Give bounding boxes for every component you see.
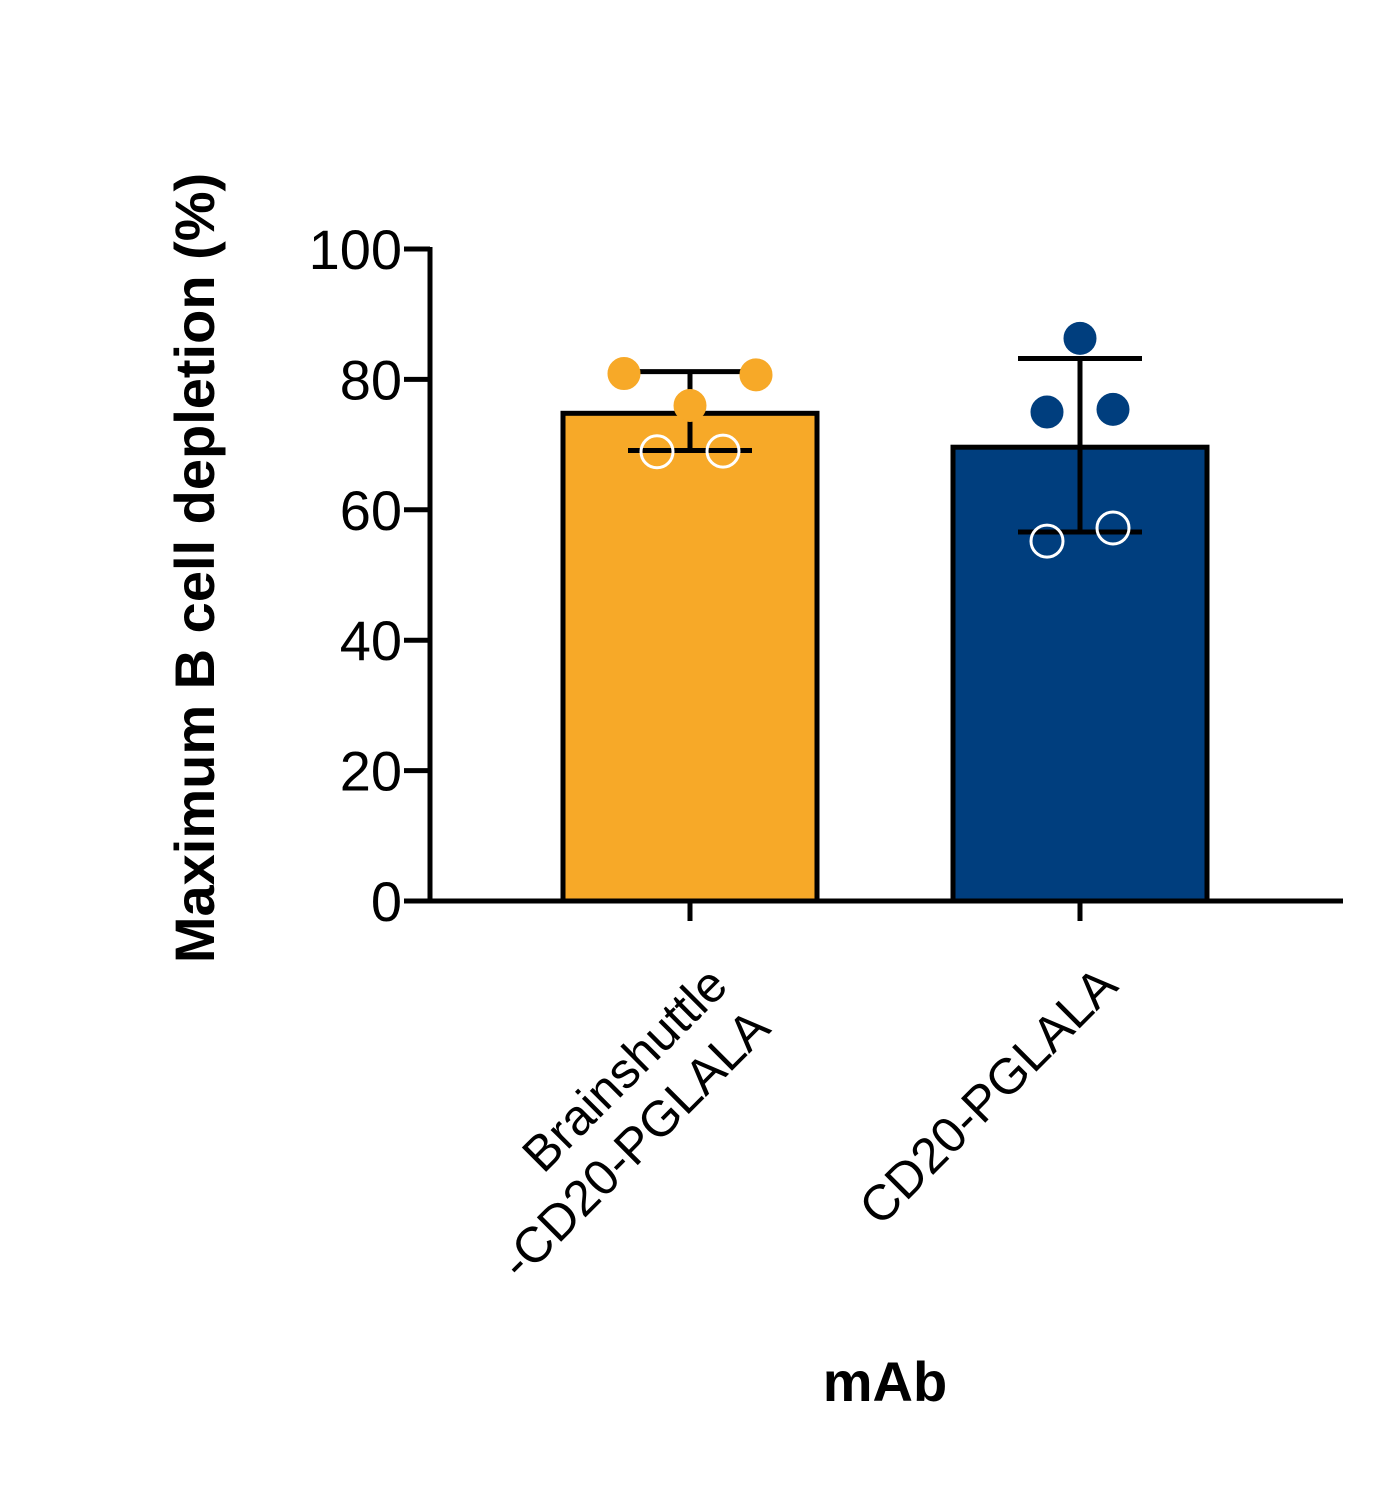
bars-layer bbox=[560, 410, 1210, 904]
data-point bbox=[1029, 523, 1065, 559]
x-category-label: CD20-PGLALA bbox=[848, 956, 1128, 1236]
data-point bbox=[1095, 510, 1131, 546]
x-category-label-line: CD20-PGLALA bbox=[848, 956, 1128, 1236]
y-tick-label: 40 bbox=[340, 609, 402, 672]
y-tick-label: 60 bbox=[340, 479, 402, 542]
error-bar-2 bbox=[1018, 356, 1142, 535]
data-points-layer bbox=[607, 321, 1131, 559]
data-point bbox=[1063, 321, 1097, 355]
x-ticks-layer: Brainshuttle-CD20-PGLALA CD20-PGLALA bbox=[447, 901, 1128, 1290]
y-tick-label: 0 bbox=[371, 870, 402, 933]
data-point bbox=[607, 357, 641, 391]
x-axis-title: mAb bbox=[823, 1350, 947, 1413]
y-tick-label: 100 bbox=[309, 218, 402, 281]
data-point bbox=[705, 433, 741, 469]
bar-1 bbox=[560, 410, 820, 904]
axes-layer bbox=[427, 247, 1343, 904]
y-tick-label: 20 bbox=[340, 740, 402, 803]
y-tick-label: 80 bbox=[340, 348, 402, 411]
y-ticks-layer: 0 20 40 60 80 100 bbox=[309, 218, 430, 933]
y-axis-title: Maximum B cell depletion (%) bbox=[163, 173, 226, 963]
data-point bbox=[639, 434, 675, 470]
data-point bbox=[1096, 392, 1130, 426]
x-category-label: Brainshuttle-CD20-PGLALA bbox=[447, 956, 781, 1290]
data-point bbox=[673, 388, 707, 422]
data-point bbox=[1030, 395, 1064, 429]
error-bars-layer bbox=[628, 356, 1142, 535]
data-point bbox=[739, 358, 773, 392]
